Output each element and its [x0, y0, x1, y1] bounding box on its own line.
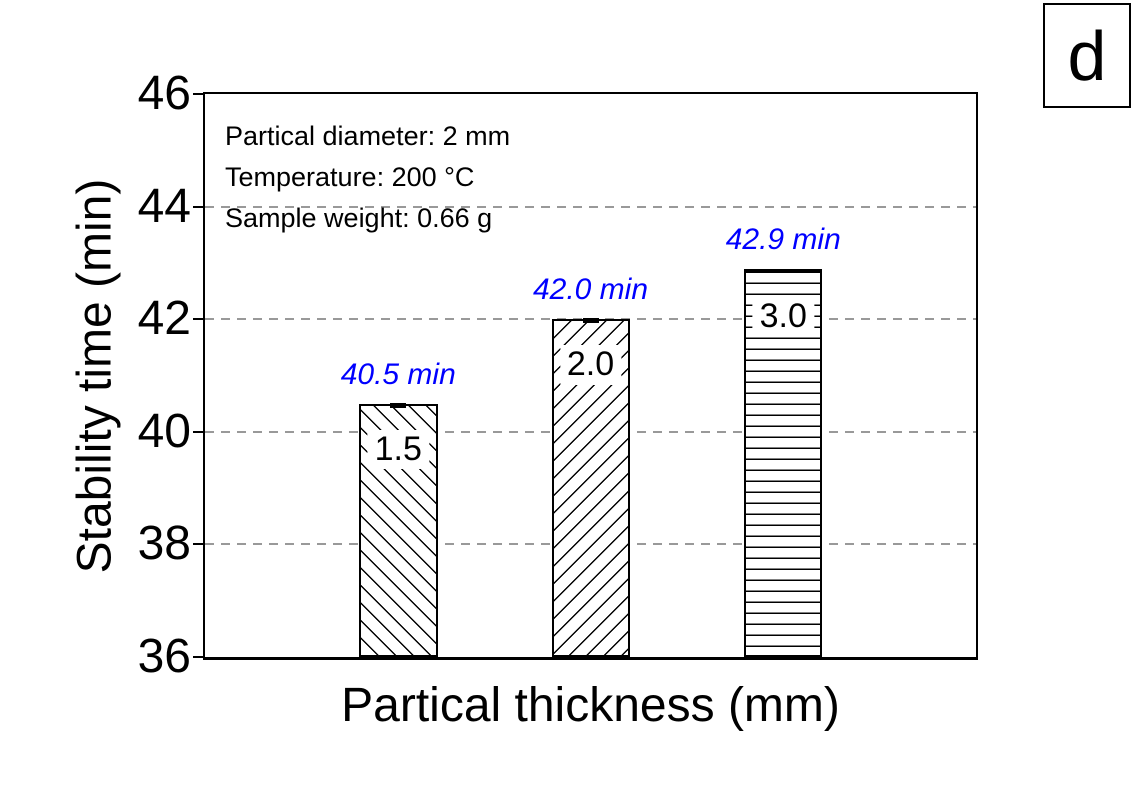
- y-tick-label-42: 42: [137, 292, 191, 346]
- panel-label: d: [1067, 16, 1107, 95]
- y-tick-36: [193, 656, 205, 658]
- y-tick-label-40: 40: [137, 404, 191, 458]
- y-axis-title: Stability time (min): [68, 178, 122, 574]
- bar-thickness-3.0: 3.0: [744, 268, 823, 657]
- bar-group-3: 42.9 min 3.0: [726, 94, 841, 657]
- bar-group-2: 42.0 min 2.0: [533, 94, 648, 657]
- y-tick-44: [193, 205, 205, 208]
- bar-group-1: 40.5 min 1.5: [341, 94, 456, 657]
- bar-thickness-1.5: 1.5: [358, 402, 438, 657]
- y-tick-label-44: 44: [137, 179, 191, 233]
- annotation-line-diameter: Partical diameter: 2 mm: [225, 121, 511, 151]
- annotation-line-temperature: Temperature: 200 °C: [225, 162, 475, 192]
- bar-category-label-3: 3.0: [752, 296, 814, 336]
- y-tick-40: [193, 430, 205, 433]
- bar-category-label-1: 1.5: [367, 429, 429, 470]
- plot-area: Partical diameter: 2 mm Temperature: 200…: [138, 70, 978, 681]
- error-bar-cap: [390, 402, 407, 408]
- bar-category-label-2: 2.0: [559, 345, 622, 385]
- bar-value-label-2: 42.0 min: [532, 273, 649, 307]
- y-tick-label-38: 38: [137, 517, 191, 571]
- panel-label-box: d: [1043, 3, 1131, 108]
- bar-thickness-2.0: 2.0: [551, 318, 630, 657]
- gridline-44: [205, 205, 976, 208]
- y-tick-42: [193, 318, 205, 321]
- bar-value-label-1: 40.5 min: [340, 357, 456, 391]
- y-tick-label-36: 36: [137, 630, 191, 683]
- annotation-block: Partical diameter: 2 mm Temperature: 200…: [225, 116, 510, 239]
- x-axis-title: Partical thickness (mm): [341, 679, 840, 732]
- bar-value-label-3: 42.9 min: [725, 222, 841, 256]
- y-tick-38: [193, 543, 205, 546]
- error-bar-cap: [582, 318, 599, 324]
- annotation-line-sample-weight: Sample weight: 0.66 g: [225, 203, 493, 233]
- y-tick-label-46: 46: [137, 67, 191, 120]
- y-tick-46: [193, 93, 205, 95]
